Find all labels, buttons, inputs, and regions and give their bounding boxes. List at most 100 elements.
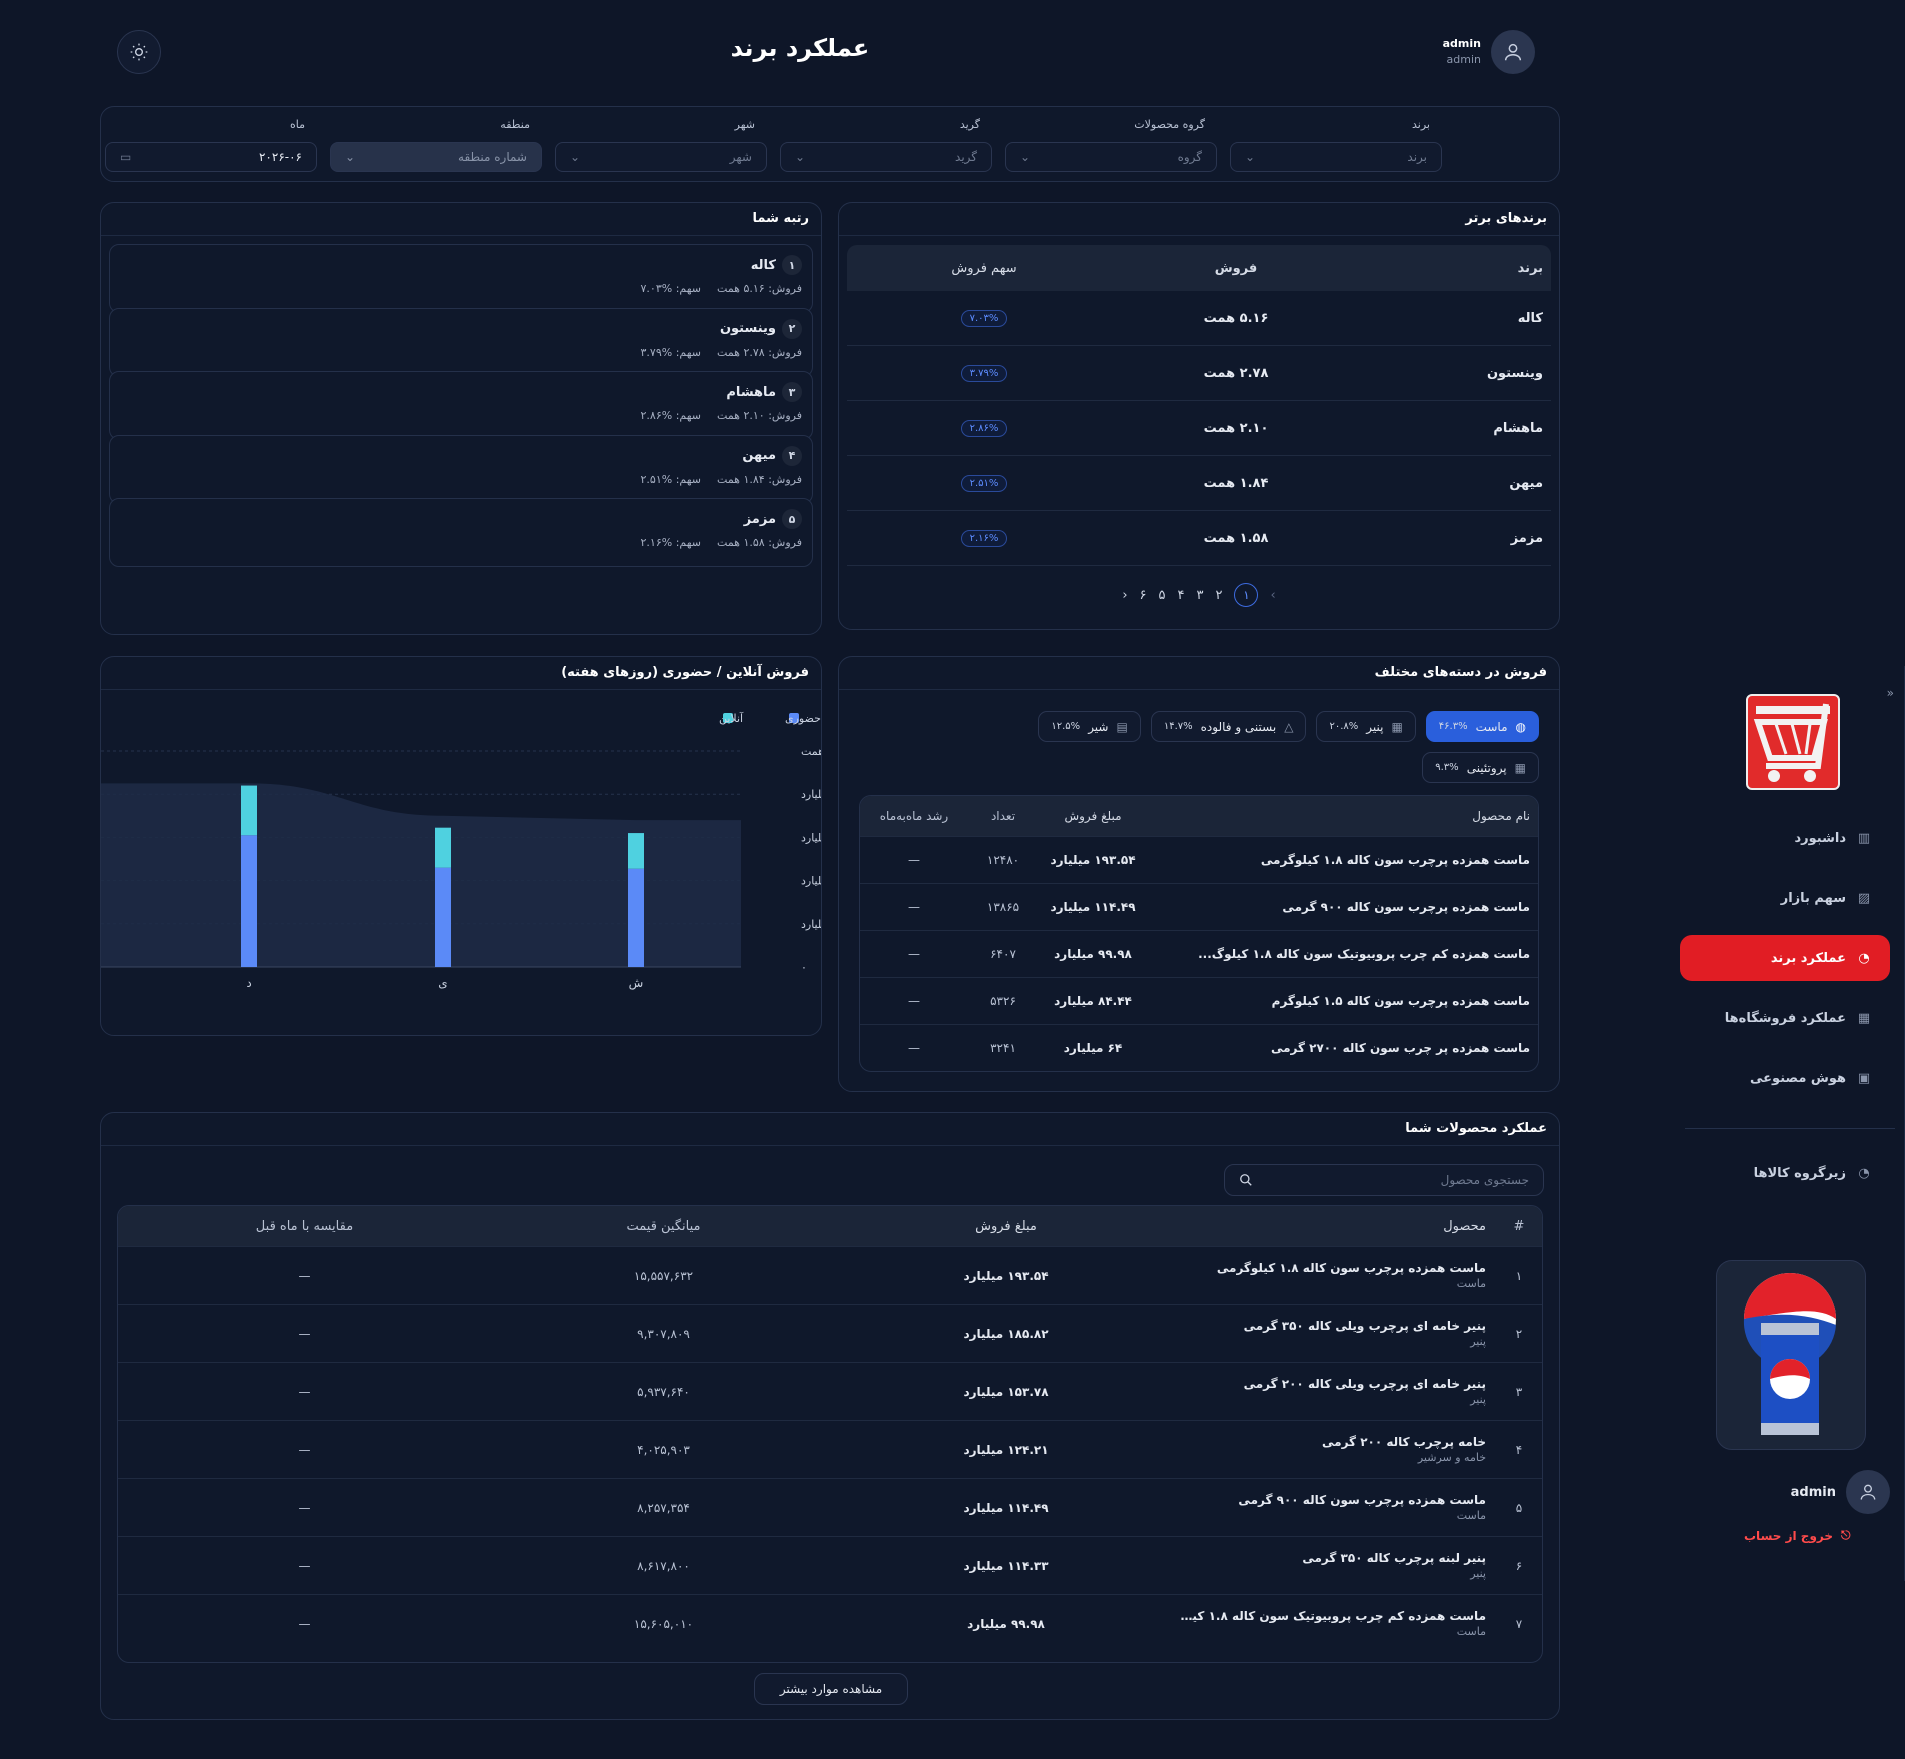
rank-sales: فروش: ۵.۱۶ همت [717, 282, 802, 295]
sidebar-user[interactable]: admin [1690, 1470, 1890, 1514]
select-placeholder: شماره منطقه [458, 150, 527, 164]
city-select[interactable]: شهر ⌄ [555, 142, 767, 172]
bar-online[interactable] [435, 827, 451, 868]
mom-growth: — [908, 900, 920, 914]
table-row[interactable]: کاله ۵.۱۶ همت ۷.۰۳% [847, 291, 1551, 346]
bar-chart-icon: ▥ [1857, 830, 1871, 846]
chevron-down-icon: ⌄ [570, 150, 581, 164]
page-2[interactable]: ۲ [1215, 587, 1223, 603]
share-value: %۲.۱۶ [640, 536, 673, 549]
table-row[interactable]: ۲ پنیر خامه ای پرچرب ویلی کاله ۳۵۰ گرمی پن… [118, 1304, 1542, 1362]
y-tick-label: ۶۰۰ میلیارد [801, 831, 821, 844]
category-chip[interactable]: ▦ پنیر ۲۰.۸% [1316, 711, 1416, 742]
table-row[interactable]: ماست همزده پر چرب سون کاله ۲۷۰۰ گرمی ۶۴ م… [860, 1024, 1538, 1071]
rank-brand-name: مزمز [743, 511, 776, 527]
table-row[interactable]: ماست همزده پرچرب سون کاله ۱.۵ کیلوگرم ۸۴.… [860, 977, 1538, 1024]
rank-item[interactable]: ۴ میهن فروش: ۱.۸۴ همت سهم: %۲.۵۱ [109, 434, 813, 504]
show-more-button[interactable]: مشاهده موارد بیشتر [754, 1673, 908, 1705]
table-row[interactable]: وینستون ۲.۷۸ همت ۳.۷۹% [847, 346, 1551, 401]
rank-header: ۱ کاله [751, 255, 802, 275]
table-row[interactable]: ۷ ماست همزده کم چرب پروبیوتیک سون کاله ۱.… [118, 1594, 1542, 1652]
rank-number: ۴ [782, 445, 802, 466]
page-3[interactable]: ۳ [1196, 587, 1204, 603]
bar-offline[interactable] [435, 867, 451, 967]
y-tick-label: ۱ همت [801, 745, 821, 758]
page-6[interactable]: ۶ [1139, 587, 1147, 603]
category-chip[interactable]: ◍ ماست ۴۶.۳% [1425, 711, 1539, 742]
sales-cell: ۲.۷۸ همت [1203, 365, 1269, 381]
category-chip[interactable]: ▤ شیر ۱۲.۵% [1038, 711, 1141, 742]
pagination: › ۱ ۲ ۳ ۴ ۵ ۶ ‹ [839, 583, 1559, 607]
table-row[interactable]: ۶ پنیر لبنه پرچرب کاله ۳۵۰ گرمی پنیر ۱۱۴.۳۳… [118, 1536, 1542, 1594]
bar-online[interactable] [241, 785, 257, 836]
bar-online[interactable] [628, 833, 644, 869]
user-menu[interactable]: admin admin [1443, 30, 1535, 74]
rank-item[interactable]: ۱ کاله فروش: ۵.۱۶ همت سهم: %۷.۰۳ [109, 244, 813, 313]
page-4[interactable]: ۴ [1177, 587, 1185, 603]
grade-select[interactable]: گرید ⌄ [780, 142, 992, 172]
mom-growth: — [908, 947, 920, 961]
user-name: admin [1442, 37, 1481, 50]
theme-toggle-button[interactable] [117, 30, 161, 74]
category-chip[interactable]: △ بستنی و فالوده ۱۴.۷% [1150, 711, 1307, 742]
page-1[interactable]: ۱ [1234, 583, 1259, 607]
table-header: برند فروش سهم فروش [847, 245, 1551, 291]
y-tick-label: ۲۰۰ میلیارد [801, 918, 821, 931]
sidebar-item[interactable]: ▥ داشبورد [1680, 815, 1890, 861]
collapse-sidebar-icon[interactable]: « [1886, 686, 1894, 700]
bar-offline[interactable] [241, 835, 257, 967]
rank-item[interactable]: ۳ ماهشام فروش: ۲.۱۰ همت سهم: %۲.۸۶ [109, 371, 813, 440]
sidebar-item-subgroups[interactable]: ◔ زیرگروه کالاها [1680, 1150, 1890, 1196]
category-chip[interactable]: ▦ پروتئینی ۹.۳% [1422, 752, 1539, 783]
chevron-left-icon[interactable]: ‹ [1122, 587, 1128, 603]
sidebar-item[interactable]: ◔ عملکرد برند [1680, 935, 1890, 981]
table-row[interactable]: ۵ ماست همزده پرچرب سون کاله ۹۰۰ گرمی ماست ۱… [118, 1478, 1542, 1536]
rank-item[interactable]: ۲ وینستون فروش: ۲.۷۸ همت سهم: %۳.۷۹ [109, 307, 813, 377]
sidebar-item[interactable]: ▣ هوش مصنوعی [1680, 1055, 1890, 1101]
sales-cell: ۱.۸۴ همت [1203, 475, 1269, 491]
logout-label: خروج از حساب [1744, 1528, 1834, 1543]
x-tick-label: ی [438, 976, 447, 990]
table-row[interactable]: ماست همزده پرچرب سون کاله ۱.۸ کیلوگرمی ۱۹… [860, 836, 1538, 883]
product-cell: پنیر خامه ای پرچرب ویلی کاله ۲۰۰ گرمی پنی… [1176, 1377, 1496, 1406]
rank-item[interactable]: ۵ مزمز فروش: ۱.۵۸ همت سهم: %۲.۱۶ [109, 498, 813, 567]
select-placeholder: شهر [729, 150, 752, 164]
chevron-right-icon[interactable]: › [1270, 587, 1276, 603]
main-content: عملکرد برند admin admin برند برند ⌄ گروه … [100, 0, 1560, 1759]
sales-count: ۶۴۰۷ [990, 947, 1016, 961]
table-row[interactable]: مزمز ۱.۵۸ همت ۲.۱۶% [847, 511, 1551, 566]
sidebar-item-label: هوش مصنوعی [1750, 1070, 1846, 1086]
product-group-select[interactable]: گروه ⌄ [1005, 142, 1217, 172]
bar-offline[interactable] [628, 868, 644, 967]
table-row[interactable]: ۳ پنیر خامه ای پرچرب ویلی کاله ۲۰۰ گرمی پن… [118, 1362, 1542, 1420]
table-row[interactable]: ماست همزده کم چرب پروبیوتیک سون کاله ۱.۸… [860, 930, 1538, 977]
table-row[interactable]: ۴ خامه پرچرب کاله ۲۰۰ گرمی خامه و سرشیر ۱۲۴… [118, 1420, 1542, 1478]
row-index: ۲ [1515, 1326, 1523, 1341]
avatar[interactable] [1491, 30, 1535, 74]
avatar[interactable] [1846, 1470, 1890, 1514]
search-icon [1240, 1174, 1252, 1186]
table-row[interactable]: ماهشام ۲.۱۰ همت ۲.۸۶% [847, 401, 1551, 456]
table-row[interactable]: ماست همزده پرچرب سون کاله ۹۰۰ گرمی ۱۱۴.۴۹… [860, 883, 1538, 930]
logout-button[interactable]: ⎋ خروج از حساب [1744, 1528, 1851, 1543]
brand-select[interactable]: برند ⌄ [1230, 142, 1442, 172]
top-brands-card: برندهای برتر برند فروش سهم فروش کاله ۵.۱… [838, 202, 1560, 630]
filter-label: گرید [959, 118, 980, 131]
month-input[interactable]: ۲۰۲۶-۰۶ ▭ [105, 142, 317, 172]
sidebar-item[interactable]: ▦ عملکرد فروشگاه‌ها [1680, 995, 1890, 1041]
product-name: ماست همزده پرچرب سون کاله ۱.۵ کیلوگرم [1271, 994, 1530, 1008]
pie-chart-icon: ◔ [1858, 950, 1870, 966]
row-index: ۴ [1515, 1442, 1523, 1457]
rank-number: ۵ [782, 509, 802, 529]
table-row[interactable]: ۱ ماست همزده پرچرب سون کاله ۱.۸ کیلوگرمی م… [118, 1246, 1542, 1304]
product-search-input[interactable]: جستجوی محصول [1224, 1164, 1544, 1196]
sales-amount: ۱۱۴.۴۹ میلیارد [1050, 900, 1136, 914]
sales-prefix: فروش: [768, 536, 802, 549]
page-5[interactable]: ۵ [1158, 587, 1166, 603]
sidebar-item[interactable]: ▨ سهم بازار [1680, 875, 1890, 921]
sales-prefix: فروش: [768, 472, 802, 486]
share-badge: ۳.۷۹% [960, 364, 1008, 382]
region-select[interactable]: شماره منطقه ⌄ [330, 142, 542, 172]
compare-prev-month: — [298, 1558, 311, 1573]
table-row[interactable]: میهن ۱.۸۴ همت ۲.۵۱% [847, 456, 1551, 511]
